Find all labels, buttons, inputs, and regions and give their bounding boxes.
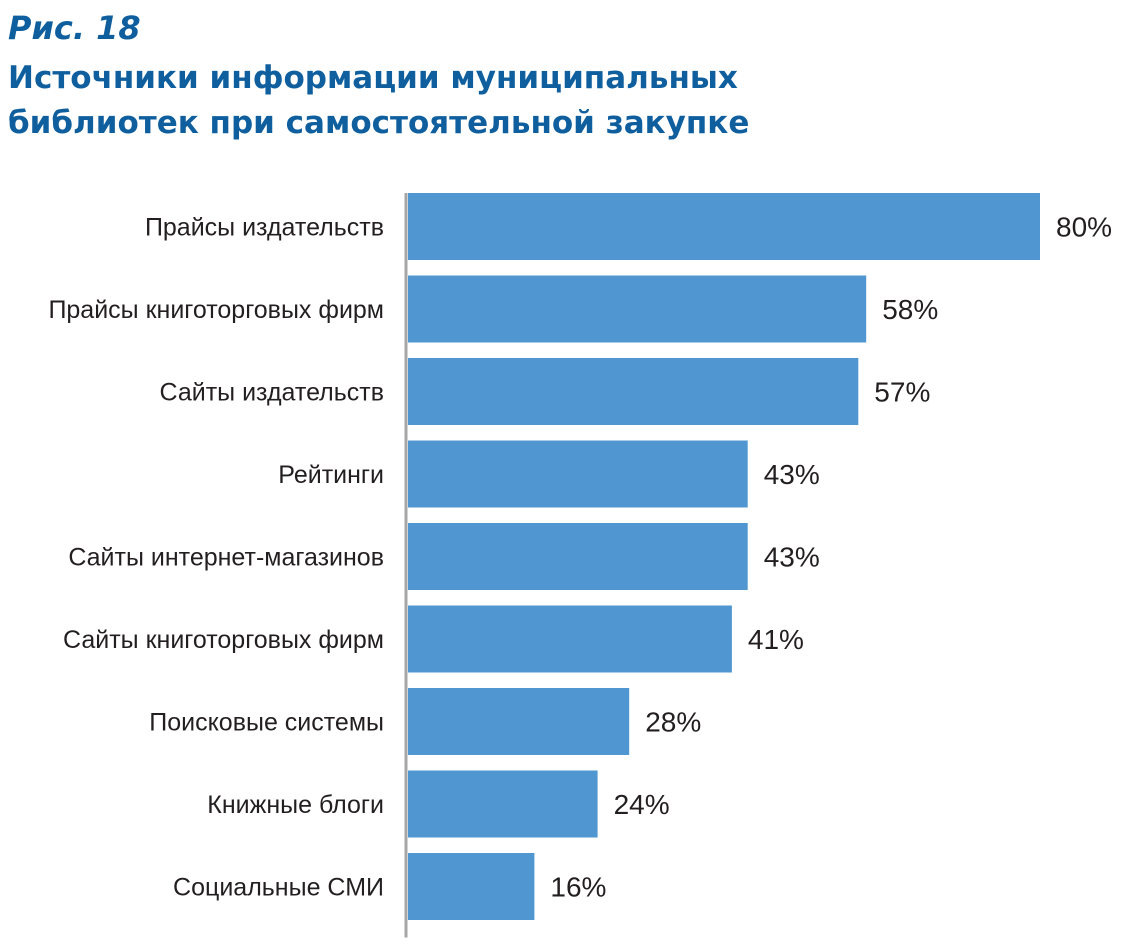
data-label: 58% (882, 294, 938, 325)
category-label: Книжные блоги (207, 791, 384, 819)
data-label: 24% (614, 789, 670, 820)
category-label: Прайсы издательств (145, 214, 384, 242)
figure-number: Рис. 18 (8, 9, 141, 47)
category-label: Социальные СМИ (173, 874, 384, 902)
category-label: Сайты интернет-магазинов (68, 544, 384, 572)
chart-title: Источники информации муниципальных библи… (8, 60, 750, 141)
data-label: 16% (550, 872, 606, 903)
category-label: Рейтинги (278, 461, 384, 489)
bar (408, 770, 598, 838)
bar (408, 440, 748, 508)
data-label: 57% (874, 377, 930, 408)
bar (408, 853, 535, 920)
data-label: 43% (764, 542, 820, 573)
category-label: Поисковые системы (149, 709, 384, 737)
bar (408, 358, 859, 425)
data-label: 80% (1056, 212, 1112, 243)
category-label: Сайты издательств (160, 379, 384, 407)
bar (408, 688, 630, 755)
bar (408, 523, 748, 590)
figure-header: Рис. 18 Источники информации муниципальн… (8, 6, 1108, 146)
data-label: 43% (764, 459, 820, 490)
data-label: 41% (748, 624, 804, 655)
bar (408, 193, 1040, 260)
bar (408, 605, 732, 673)
category-label: Прайсы книготорговых фирм (48, 296, 384, 324)
bar (408, 275, 867, 343)
data-label: 28% (645, 707, 701, 738)
category-label: Сайты книготорговых фирм (63, 626, 384, 654)
